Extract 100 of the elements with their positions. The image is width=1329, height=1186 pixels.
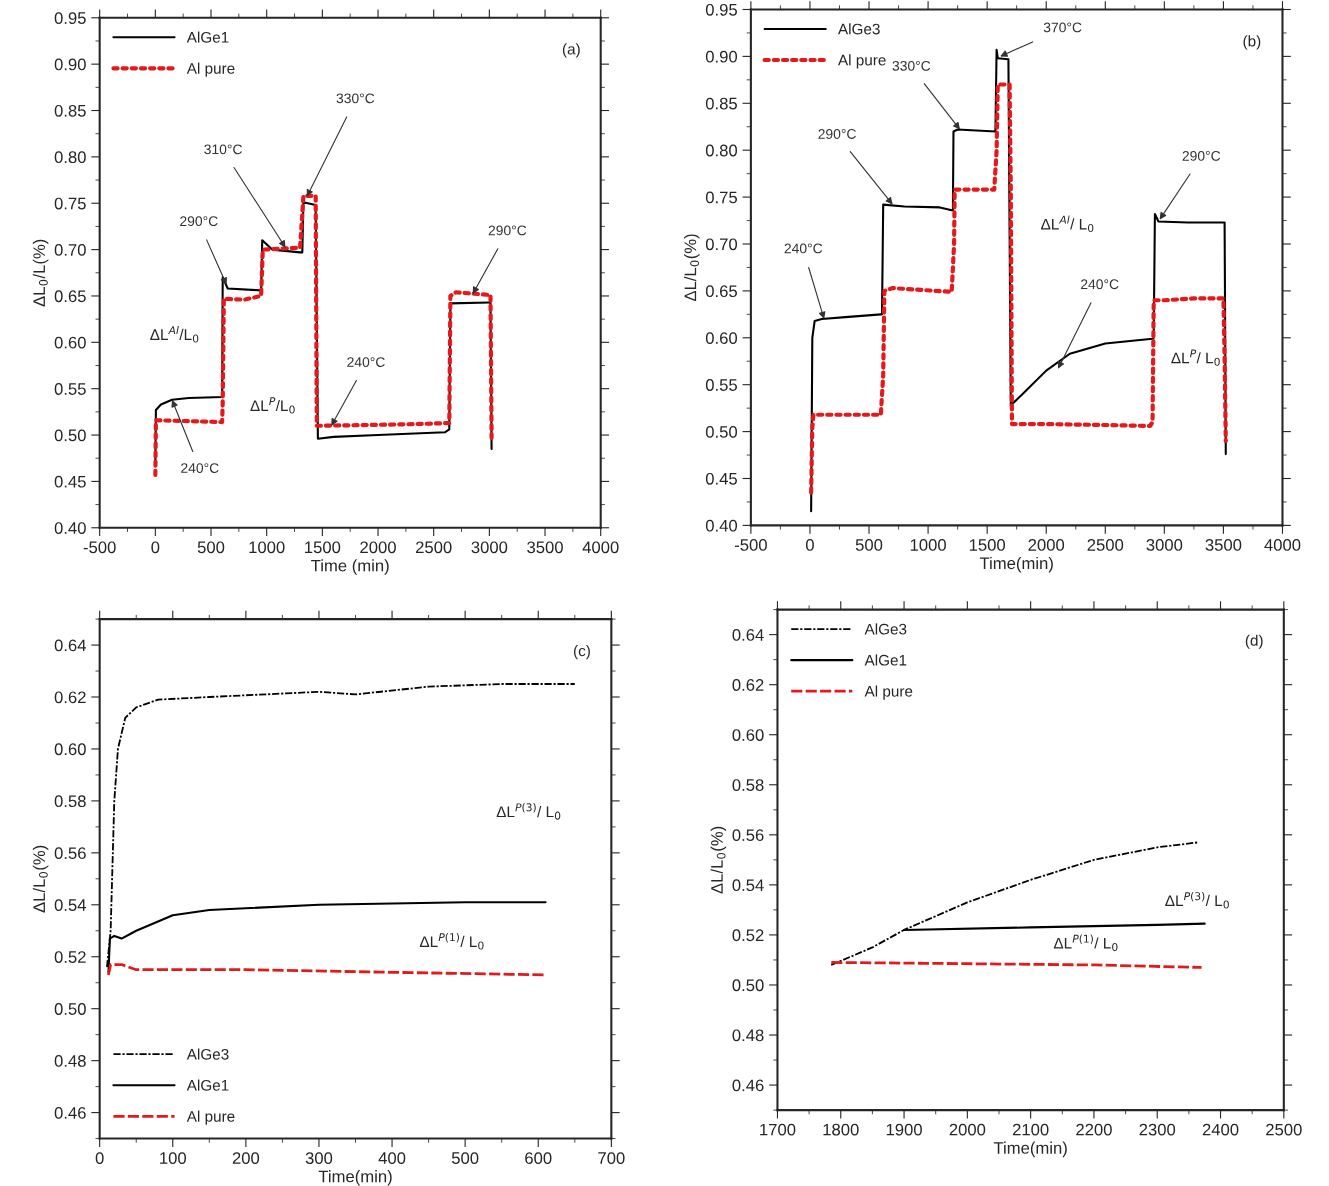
annotation: ΔL$^{Al}$/ L$_{0}$ [1041, 215, 1094, 233]
x-tick-label: 2400 [1202, 1123, 1239, 1136]
legend-label: Al pure [864, 685, 913, 700]
x-tick-label: 3000 [1146, 539, 1183, 551]
y-tick-label: 0.50 [54, 429, 86, 442]
x-tick-label: 3500 [1205, 539, 1242, 551]
y-tick-label: 0.70 [54, 244, 86, 256]
y-tick-label: 0.62 [732, 679, 764, 691]
y-axis-title: ΔL/L$_{0}$(%) [710, 826, 727, 894]
line-series [106, 683, 576, 969]
y-tick-label: 0.65 [54, 290, 86, 303]
y-tick-label: 0.75 [54, 197, 86, 210]
annotation: 290°C [488, 225, 527, 236]
y-tick-label: 0.64 [54, 639, 86, 652]
x-tick-label: -500 [83, 541, 116, 554]
annotation: 290°C [1182, 151, 1221, 161]
y-tick-label: 0.75 [705, 191, 737, 204]
x-axis-title: Time (min) [311, 559, 389, 575]
annotation: 290°C [180, 216, 218, 227]
y-tick-label: 0.85 [54, 104, 86, 117]
annotation: ΔL$^{P(3)}$/ L$_{0}$ [1165, 891, 1229, 909]
annotation: 240°C [784, 243, 823, 254]
x-tick-label: 700 [598, 1152, 625, 1164]
y-tick-label: 0.85 [705, 97, 737, 110]
y-tick-label: 0.56 [54, 847, 86, 860]
annotation: ΔL$^{P(1)}$/ L$_{0}$ [1053, 934, 1118, 952]
x-tick-label: 1700 [760, 1123, 796, 1136]
y-axis-title: ΔL/L$_{0}$(%) [684, 234, 700, 302]
x-tick-label: 2200 [1076, 1123, 1112, 1136]
y-tick-label: 0.45 [54, 475, 86, 488]
y-tick-label: 0.65 [705, 285, 737, 298]
y-tick-label: 0.46 [54, 1106, 86, 1119]
y-tick-label: 0.60 [54, 743, 86, 756]
x-tick-label: 2500 [1087, 539, 1124, 551]
y-axis-title: ΔL$_{0}$/L(%) [32, 239, 49, 307]
y-tick-label: 0.60 [732, 729, 764, 741]
annotation: ΔL$^{P}$/ L$_{0}$ [1171, 349, 1220, 366]
annotation: (d) [1245, 634, 1263, 649]
y-tick-label: 0.58 [732, 779, 764, 791]
x-tick-label: 2500 [416, 541, 452, 554]
x-tick-label: 500 [197, 541, 225, 554]
x-axis-title: Time(min) [318, 1170, 392, 1186]
y-tick-label: 0.52 [54, 951, 86, 963]
x-tick-label: 1000 [910, 539, 946, 551]
legend-label: AlGe3 [838, 23, 880, 35]
y-tick-label: 0.54 [732, 879, 764, 892]
legend-label: AlGe1 [186, 1079, 229, 1091]
x-tick-label: 0 [151, 541, 160, 554]
y-tick-label: 0.90 [54, 58, 86, 71]
x-tick-label: 2300 [1139, 1123, 1176, 1136]
y-tick-label: 0.90 [705, 50, 738, 63]
y-tick-label: 0.60 [705, 332, 738, 344]
x-tick-label: 600 [525, 1152, 552, 1164]
line-series [107, 963, 547, 977]
x-tick-label: 4000 [1264, 539, 1301, 551]
annotation: ΔL$^{P}$/L$_{0}$ [250, 397, 295, 414]
y-tick-label: 0.56 [732, 829, 764, 842]
x-axis-title: Time(min) [979, 556, 1053, 573]
y-tick-label: 0.48 [732, 1029, 764, 1042]
y-tick-label: 0.70 [705, 238, 738, 251]
annotation: 310°C [204, 144, 242, 155]
y-axis-title: ΔL/L$_{0}$(%) [32, 845, 49, 913]
legend-label: AlGe1 [186, 31, 229, 43]
y-tick-label: 0.60 [54, 336, 86, 349]
x-tick-label: 4000 [582, 541, 619, 554]
y-tick-label: 0.58 [54, 795, 86, 808]
y-tick-label: 0.54 [54, 899, 86, 911]
annotation: ΔL$^{P(3)}$/ L$_{0}$ [496, 803, 561, 820]
x-tick-label: 2000 [1028, 539, 1065, 551]
y-tick-label: 0.50 [732, 979, 764, 992]
x-tick-label: 300 [305, 1152, 333, 1164]
annotation: (b) [1243, 35, 1261, 50]
x-tick-label: 500 [451, 1152, 479, 1164]
annotation: (c) [574, 645, 590, 660]
y-tick-label: 0.55 [54, 383, 86, 395]
y-tick-label: 0.64 [732, 629, 764, 641]
legend-label: AlGe3 [864, 623, 907, 635]
x-tick-label: 3500 [527, 541, 563, 554]
annotation: 240°C [181, 463, 219, 473]
x-tick-label: 1500 [305, 541, 341, 554]
annotation: (a) [562, 43, 580, 58]
x-tick-label: 2100 [1012, 1123, 1049, 1136]
x-tick-label: 1800 [823, 1123, 859, 1136]
y-tick-label: 0.45 [705, 472, 737, 485]
annotation: 240°C [347, 357, 385, 367]
y-tick-label: 0.80 [54, 151, 86, 164]
y-tick-label: 0.40 [54, 522, 86, 534]
annotation: 330°C [892, 60, 931, 71]
x-tick-label: -500 [734, 539, 767, 551]
x-tick-label: 500 [855, 539, 883, 551]
x-tick-label: 1000 [249, 541, 285, 554]
y-tick-label: 0.48 [54, 1055, 86, 1067]
annotation: ΔL$^{P(1)}$/ L$_{0}$ [419, 932, 484, 950]
x-tick-label: 2000 [360, 541, 396, 554]
x-tick-label: 2000 [949, 1123, 986, 1136]
legend-label: AlGe3 [186, 1048, 229, 1060]
x-tick-label: 2500 [1266, 1123, 1302, 1136]
y-tick-label: 0.95 [54, 12, 86, 24]
annotation: 240°C [1081, 279, 1119, 290]
x-tick-label: 0 [95, 1152, 104, 1164]
